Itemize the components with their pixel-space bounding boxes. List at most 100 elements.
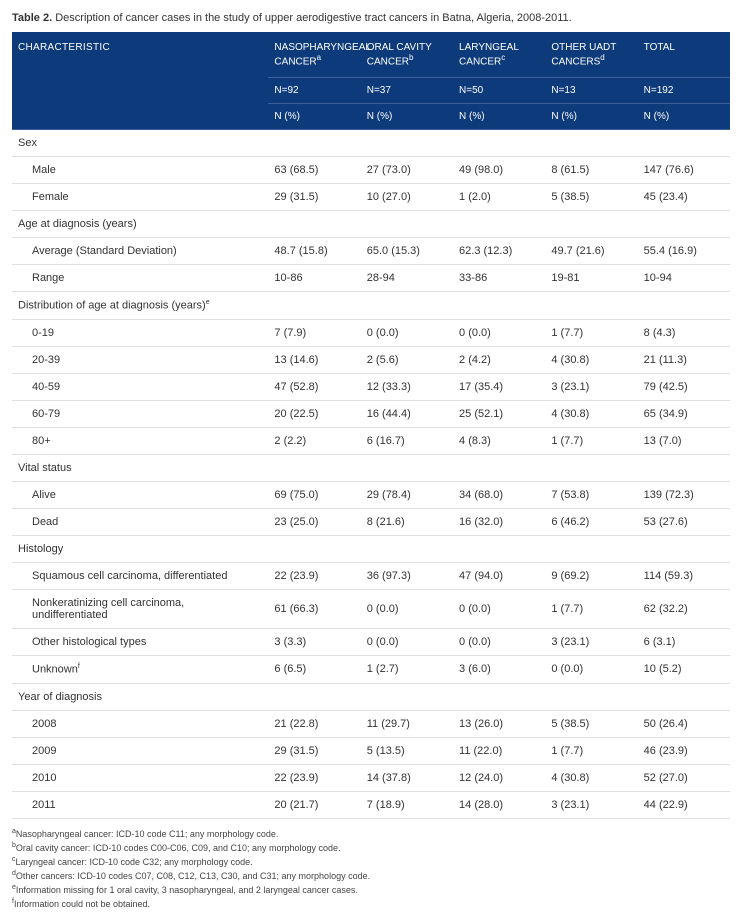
cell-value: 2 (2.2) (268, 427, 360, 454)
header-stat: N (%) (545, 104, 637, 130)
cell-value: 147 (76.6) (638, 157, 730, 184)
cell-value: 4 (30.8) (545, 400, 637, 427)
cell-value: 7 (53.8) (545, 481, 637, 508)
cell-value: 19-81 (545, 265, 637, 292)
cell-value: 8 (21.6) (361, 508, 453, 535)
cell-value: 6 (3.1) (638, 628, 730, 655)
header-n: N=92 (268, 78, 360, 104)
cell-value: 62 (32.2) (638, 589, 730, 628)
section-row: Vital status (12, 454, 730, 481)
footnotes: aNasopharyngeal cancer: ICD-10 code C11;… (12, 827, 730, 911)
cell-value: 12 (24.0) (453, 764, 545, 791)
cell-value: 22 (23.9) (268, 764, 360, 791)
cell-value: 29 (31.5) (268, 737, 360, 764)
cell-value: 1 (2.0) (453, 184, 545, 211)
footnote: cLaryngeal cancer: ICD-10 code C32; any … (12, 855, 730, 868)
cell-value: 44 (22.9) (638, 791, 730, 818)
table-row: 60-7920 (22.5)16 (44.4)25 (52.1)4 (30.8)… (12, 400, 730, 427)
cell-value: 11 (22.0) (453, 737, 545, 764)
row-label: 40-59 (12, 373, 268, 400)
header-stat: N (%) (268, 104, 360, 130)
header-col: ORAL CAVITY CANCERb (361, 32, 453, 78)
footnote: dOther cancers: ICD-10 codes C07, C08, C… (12, 869, 730, 882)
cell-value: 10 (5.2) (638, 655, 730, 683)
table-row: Male63 (68.5)27 (73.0)49 (98.0)8 (61.5)1… (12, 157, 730, 184)
cell-value: 0 (0.0) (545, 655, 637, 683)
row-label: Dead (12, 508, 268, 535)
data-table: CHARACTERISTICNASOPHARYNGEAL CANCERaORAL… (12, 32, 730, 819)
cell-value: 49.7 (21.6) (545, 238, 637, 265)
cell-value: 6 (16.7) (361, 427, 453, 454)
cell-value: 29 (78.4) (361, 481, 453, 508)
table-row: Alive69 (75.0)29 (78.4)34 (68.0)7 (53.8)… (12, 481, 730, 508)
table-row: 20-3913 (14.6)2 (5.6)2 (4.2)4 (30.8)21 (… (12, 346, 730, 373)
cell-value: 1 (7.7) (545, 427, 637, 454)
cell-value: 79 (42.5) (638, 373, 730, 400)
cell-value: 0 (0.0) (361, 589, 453, 628)
cell-value: 48.7 (15.8) (268, 238, 360, 265)
cell-value: 17 (35.4) (453, 373, 545, 400)
section-label: Histology (12, 535, 730, 562)
cell-value: 16 (44.4) (361, 400, 453, 427)
cell-value: 45 (23.4) (638, 184, 730, 211)
row-label: Unknownf (12, 655, 268, 683)
row-label: 2011 (12, 791, 268, 818)
cell-value: 0 (0.0) (453, 319, 545, 346)
table-row: Dead23 (25.0)8 (21.6)16 (32.0)6 (46.2)53… (12, 508, 730, 535)
header-n: N=50 (453, 78, 545, 104)
cell-value: 1 (7.7) (545, 319, 637, 346)
cell-value: 4 (8.3) (453, 427, 545, 454)
cell-value: 13 (7.0) (638, 427, 730, 454)
cell-value: 6 (6.5) (268, 655, 360, 683)
cell-value: 0 (0.0) (453, 589, 545, 628)
row-label: Squamous cell carcinoma, differentiated (12, 562, 268, 589)
header-stat: N (%) (453, 104, 545, 130)
table-row: 200821 (22.8)11 (29.7)13 (26.0)5 (38.5)5… (12, 710, 730, 737)
cell-value: 9 (69.2) (545, 562, 637, 589)
section-row: Year of diagnosis (12, 683, 730, 710)
row-label: Male (12, 157, 268, 184)
header-n: N=37 (361, 78, 453, 104)
header-stat: N (%) (638, 104, 730, 130)
table-row: Unknownf6 (6.5)1 (2.7)3 (6.0)0 (0.0)10 (… (12, 655, 730, 683)
row-label: 0-19 (12, 319, 268, 346)
cell-value: 69 (75.0) (268, 481, 360, 508)
cell-value: 65 (34.9) (638, 400, 730, 427)
cell-value: 23 (25.0) (268, 508, 360, 535)
cell-value: 4 (30.8) (545, 764, 637, 791)
table-row: Other histological types3 (3.3)0 (0.0)0 … (12, 628, 730, 655)
cell-value: 3 (3.3) (268, 628, 360, 655)
cell-value: 8 (4.3) (638, 319, 730, 346)
row-label: 80+ (12, 427, 268, 454)
cell-value: 14 (28.0) (453, 791, 545, 818)
section-row: Sex (12, 130, 730, 157)
cell-value: 27 (73.0) (361, 157, 453, 184)
row-label: 2009 (12, 737, 268, 764)
row-label: Other histological types (12, 628, 268, 655)
table-row: Average (Standard Deviation)48.7 (15.8)6… (12, 238, 730, 265)
row-label: Nonkeratinizing cell carcinoma, undiffer… (12, 589, 268, 628)
table-row: Range10-8628-9433-8619-8110-94 (12, 265, 730, 292)
section-row: Histology (12, 535, 730, 562)
cell-value: 3 (6.0) (453, 655, 545, 683)
cell-value: 10-94 (638, 265, 730, 292)
cell-value: 1 (7.7) (545, 737, 637, 764)
section-label: Age at diagnosis (years) (12, 211, 730, 238)
table-row: Female29 (31.5)10 (27.0)1 (2.0)5 (38.5)4… (12, 184, 730, 211)
cell-value: 55.4 (16.9) (638, 238, 730, 265)
row-label: 2008 (12, 710, 268, 737)
table-row: 200929 (31.5)5 (13.5)11 (22.0)1 (7.7)46 … (12, 737, 730, 764)
cell-value: 28-94 (361, 265, 453, 292)
cell-value: 34 (68.0) (453, 481, 545, 508)
cell-value: 22 (23.9) (268, 562, 360, 589)
cell-value: 33-86 (453, 265, 545, 292)
cell-value: 13 (14.6) (268, 346, 360, 373)
table-title: Table 2. Description of cancer cases in … (12, 12, 730, 24)
table-row: Squamous cell carcinoma, differentiated2… (12, 562, 730, 589)
cell-value: 0 (0.0) (361, 319, 453, 346)
row-label: Female (12, 184, 268, 211)
cell-value: 7 (18.9) (361, 791, 453, 818)
cell-value: 5 (38.5) (545, 184, 637, 211)
cell-value: 65.0 (15.3) (361, 238, 453, 265)
cell-value: 21 (11.3) (638, 346, 730, 373)
